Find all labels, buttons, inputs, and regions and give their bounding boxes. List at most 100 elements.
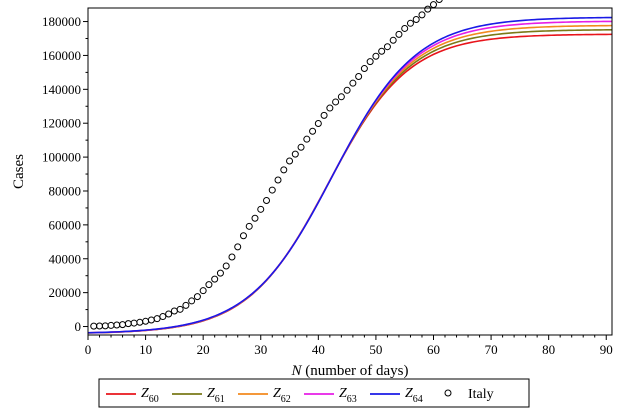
legend-label-61: Z61: [207, 386, 225, 405]
plot-frame: [87, 7, 613, 336]
observed-point: [251, 214, 259, 222]
observed-point: [435, 0, 443, 4]
x-axis-label-text: (number of days): [301, 363, 408, 379]
observed-point: [383, 43, 391, 51]
legend-label-64: Z64: [405, 386, 423, 405]
y-tick-label: 140000: [42, 82, 81, 97]
observed-point: [268, 186, 276, 194]
legend-label-observed: Italy: [468, 387, 494, 402]
observed-point: [349, 79, 357, 87]
observed-point: [297, 143, 305, 151]
x-tick-label: 70: [485, 342, 498, 357]
legend-label-63: Z63: [339, 386, 357, 405]
y-tick-label: 60000: [49, 217, 82, 232]
observed-point: [395, 30, 403, 38]
x-tick-label: 80: [542, 342, 555, 357]
x-tick-label: 30: [254, 342, 267, 357]
observed-point: [239, 232, 247, 240]
x-tick-label: 50: [369, 342, 382, 357]
y-tick-label: 20000: [49, 285, 82, 300]
y-tick-label: 0: [75, 319, 82, 334]
observed-point: [343, 86, 351, 94]
x-tick-label: 20: [197, 342, 210, 357]
y-axis-label: Cases: [11, 154, 27, 189]
y-tick-label: 80000: [49, 183, 82, 198]
observed-point: [286, 157, 294, 165]
observed-point: [303, 135, 311, 143]
legend-label-62: Z62: [273, 386, 291, 405]
series-line-64: [88, 16, 612, 334]
observed-point: [424, 5, 432, 13]
observed-point: [234, 243, 242, 251]
y-tick-label: 180000: [42, 14, 81, 29]
observed-point: [418, 11, 426, 19]
legend-label-60: Z60: [141, 386, 159, 405]
observed-point: [205, 281, 213, 289]
observed-point: [360, 65, 368, 73]
observed-point: [147, 316, 155, 324]
y-tick-label: 40000: [49, 251, 82, 266]
series-line-61: [88, 29, 612, 334]
observed-point: [130, 319, 138, 327]
observed-point: [107, 321, 115, 329]
observed-point: [401, 24, 409, 32]
observed-point: [429, 1, 437, 9]
observed-point: [124, 320, 132, 328]
observed-point: [355, 72, 363, 80]
legend-marker-observed: [444, 389, 452, 397]
observed-point: [314, 120, 322, 128]
x-axis-label: N (number of days): [290, 363, 408, 379]
observed-point: [165, 310, 173, 318]
legend-box: [98, 378, 530, 408]
y-tick-label: 120000: [42, 116, 81, 131]
observed-point: [326, 104, 334, 112]
y-tick-label: 160000: [42, 48, 81, 63]
observed-point: [153, 315, 161, 323]
observed-point: [406, 19, 414, 27]
observed-point: [280, 166, 288, 174]
series-line-63: [88, 20, 612, 334]
series-line-60: [88, 33, 612, 334]
plot-curves: [88, 16, 612, 334]
observed-point: [412, 15, 420, 23]
observed-point: [193, 293, 201, 301]
observed-point: [159, 313, 167, 321]
x-tick-label: 90: [600, 342, 613, 357]
observed-point: [332, 98, 340, 106]
observed-point: [136, 318, 144, 326]
observed-point: [176, 305, 184, 313]
x-tick-label: 10: [139, 342, 152, 357]
y-axis: 0 20000 40000 60000 80000 100000 120000 140000 1…: [42, 14, 88, 334]
observed-point: [291, 150, 299, 158]
observed-point: [101, 322, 109, 330]
observed-point: [378, 47, 386, 55]
observed-point: [274, 176, 282, 184]
observed-point: [337, 93, 345, 101]
observed-point: [228, 253, 236, 261]
observed-point: [90, 322, 98, 330]
observed-point: [222, 262, 230, 270]
observed-point: [372, 52, 380, 60]
observed-point: [366, 58, 374, 66]
x-tick-label: 60: [427, 342, 440, 357]
observed-point: [263, 197, 271, 204]
observed-point: [245, 222, 253, 230]
observed-point: [199, 287, 207, 295]
x-tick-label: 40: [312, 342, 325, 357]
series-line-62: [88, 24, 612, 334]
x-axis-label-variable: N: [290, 363, 302, 379]
x-tick-label: 0: [85, 342, 92, 357]
x-axis: 0 10 20 30 40 50 60 70 80 90: [85, 335, 613, 357]
observed-point: [389, 36, 397, 44]
observed-point: [96, 322, 104, 330]
observed-point: [119, 321, 127, 329]
observed-point: [211, 275, 219, 283]
observed-points: [90, 0, 443, 330]
observed-point: [142, 317, 150, 325]
legend: Z60 Z61 Z62 Z63 Z64 Italy: [98, 378, 530, 408]
observed-point: [182, 301, 190, 309]
observed-point: [113, 321, 121, 329]
observed-point: [188, 297, 196, 305]
observed-point: [320, 111, 328, 119]
